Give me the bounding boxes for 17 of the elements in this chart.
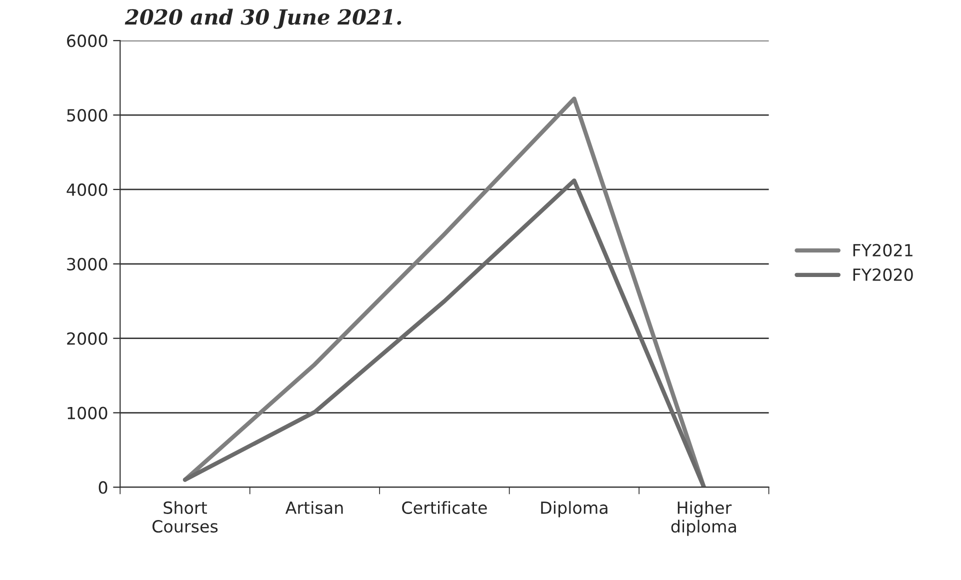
x-tick-label: Diploma [541,501,608,518]
y-tick-label: 0 [98,481,108,494]
x-tick-label: Artisan [285,501,343,514]
y-tick-label: 3000 [67,258,108,270]
chart-title: 2020 and 30 June 2021. [124,8,402,29]
y-tick-label: 5000 [67,108,108,122]
x-tick-label: Short Courses [152,501,218,533]
x-tick-label: Certificate [402,501,487,514]
legend-label: FY2021 [853,244,912,257]
y-tick-label: 1000 [68,406,108,420]
x-tick-label: Higher diploma [671,501,736,536]
legend-label: FY2020 [853,268,913,281]
y-tick-label: 6000 [67,34,108,48]
line-series [182,96,706,488]
y-tick-label: 2000 [67,332,108,345]
y-tick-label: 4000 [66,183,108,196]
line-series [182,178,706,488]
